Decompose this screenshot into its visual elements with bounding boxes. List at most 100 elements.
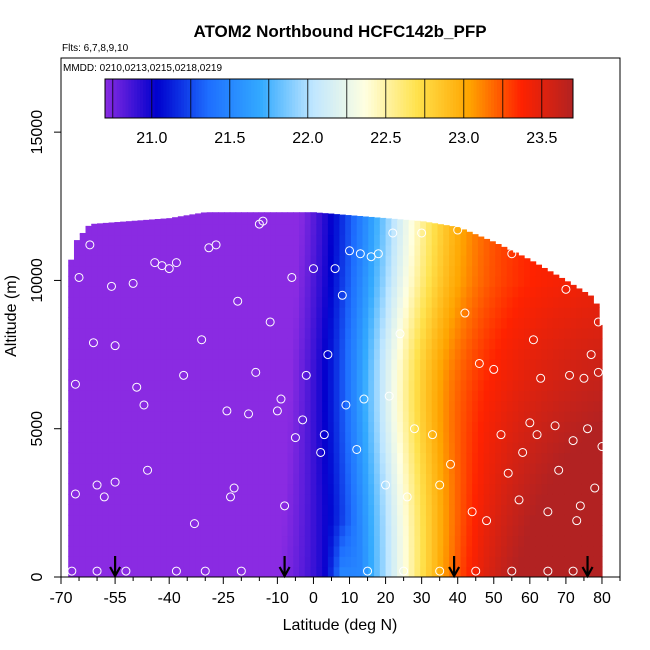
heatmap-cell [299, 493, 306, 505]
heatmap-cell [379, 431, 387, 443]
heatmap-cell [368, 400, 375, 412]
heatmap-cell [535, 504, 542, 516]
heatmap-cell [397, 525, 404, 537]
heatmap-cell [120, 535, 127, 547]
heatmap-cell [224, 265, 231, 277]
heatmap-cell [454, 275, 462, 287]
heatmap-cell [154, 338, 162, 350]
heatmap-cell [218, 504, 225, 516]
heatmap-cell [97, 483, 104, 495]
heatmap-cell [68, 348, 75, 360]
heatmap-cell [270, 504, 277, 516]
heatmap-cell [460, 255, 467, 267]
heatmap-cell [281, 244, 289, 256]
colorbar-segment [154, 79, 159, 118]
heatmap-cell [408, 286, 416, 298]
heatmap-cell [368, 431, 375, 443]
heatmap-cell [218, 421, 225, 433]
heatmap-cell [512, 421, 519, 433]
sample-point [543, 566, 553, 576]
heatmap-cell [402, 431, 410, 443]
heatmap-cell [137, 514, 144, 526]
heatmap-cell [73, 514, 81, 526]
heatmap-cell [593, 348, 600, 360]
heatmap-cell [535, 556, 542, 568]
heatmap-cell [599, 379, 603, 391]
heatmap-cell [327, 255, 335, 267]
heatmap-cell [333, 504, 341, 516]
colorbar-segment [561, 79, 565, 118]
heatmap-cell [270, 213, 277, 225]
heatmap-cell [472, 390, 479, 402]
heatmap-cell [218, 566, 225, 577]
heatmap-cell [327, 317, 335, 329]
heatmap-cell [500, 338, 508, 350]
heatmap-cell [327, 442, 335, 454]
heatmap-cell [73, 390, 81, 402]
heatmap-cell [316, 514, 323, 526]
heatmap-cell [160, 317, 167, 329]
heatmap-cell [350, 410, 358, 422]
heatmap-cell [339, 525, 346, 537]
heatmap-cell [131, 275, 139, 287]
heatmap-cell [229, 234, 237, 246]
heatmap-cell [339, 535, 346, 547]
heatmap-cell [374, 317, 381, 329]
heatmap-cell [379, 359, 387, 370]
heatmap-cell [460, 317, 467, 329]
heatmap-cell [218, 224, 225, 236]
heatmap-cell [529, 525, 537, 537]
heatmap-cell [154, 348, 162, 360]
heatmap-cell [183, 431, 190, 443]
heatmap-cell [402, 390, 410, 402]
heatmap-cell [356, 224, 364, 236]
heatmap-cell [339, 224, 346, 236]
colorbar-segment [438, 79, 442, 118]
heatmap-cell [552, 317, 560, 329]
heatmap-cell [143, 452, 150, 464]
heatmap-cell [154, 224, 162, 236]
heatmap-cell [495, 535, 502, 547]
heatmap-cell [166, 410, 173, 422]
heatmap-cell [431, 483, 439, 495]
heatmap-cell [143, 535, 150, 547]
heatmap-cell [91, 286, 98, 298]
heatmap-cell [149, 525, 156, 537]
heatmap-cell [166, 493, 173, 505]
heatmap-cell [183, 473, 190, 485]
heatmap-cell [379, 504, 387, 516]
sonde-arrow [448, 556, 461, 579]
heatmap-cell [102, 504, 110, 516]
heatmap-cell [97, 525, 104, 537]
heatmap-cell [483, 452, 491, 464]
heatmap-cell [408, 255, 416, 267]
heatmap-cell [281, 348, 289, 360]
heatmap-cell [495, 296, 502, 308]
heatmap-cell [73, 255, 81, 267]
heatmap-cell [247, 462, 254, 474]
heatmap-cell [241, 431, 248, 443]
heatmap-cell [333, 462, 341, 474]
heatmap-cell [316, 525, 323, 537]
heatmap-cell [275, 359, 283, 370]
heatmap-cell [304, 400, 312, 412]
heatmap-cell [576, 442, 583, 454]
heatmap-cell [362, 556, 369, 568]
heatmap-cell [102, 431, 110, 443]
heatmap-cell [385, 442, 392, 454]
heatmap-cell [483, 379, 491, 391]
heatmap-cell [316, 244, 323, 256]
colorbar-segment [169, 79, 173, 118]
colorbar-segment [339, 79, 343, 118]
heatmap-cell [125, 348, 133, 360]
heatmap-cell [460, 431, 467, 443]
sample-point [359, 394, 369, 404]
heatmap-cell [102, 244, 110, 256]
heatmap-cell [362, 483, 369, 495]
heatmap-cell [535, 296, 542, 308]
heatmap-cell [535, 535, 542, 547]
heatmap-cell [350, 556, 358, 568]
heatmap-cell [483, 556, 491, 568]
heatmap-cell [143, 410, 150, 422]
heatmap-cell [304, 483, 312, 495]
